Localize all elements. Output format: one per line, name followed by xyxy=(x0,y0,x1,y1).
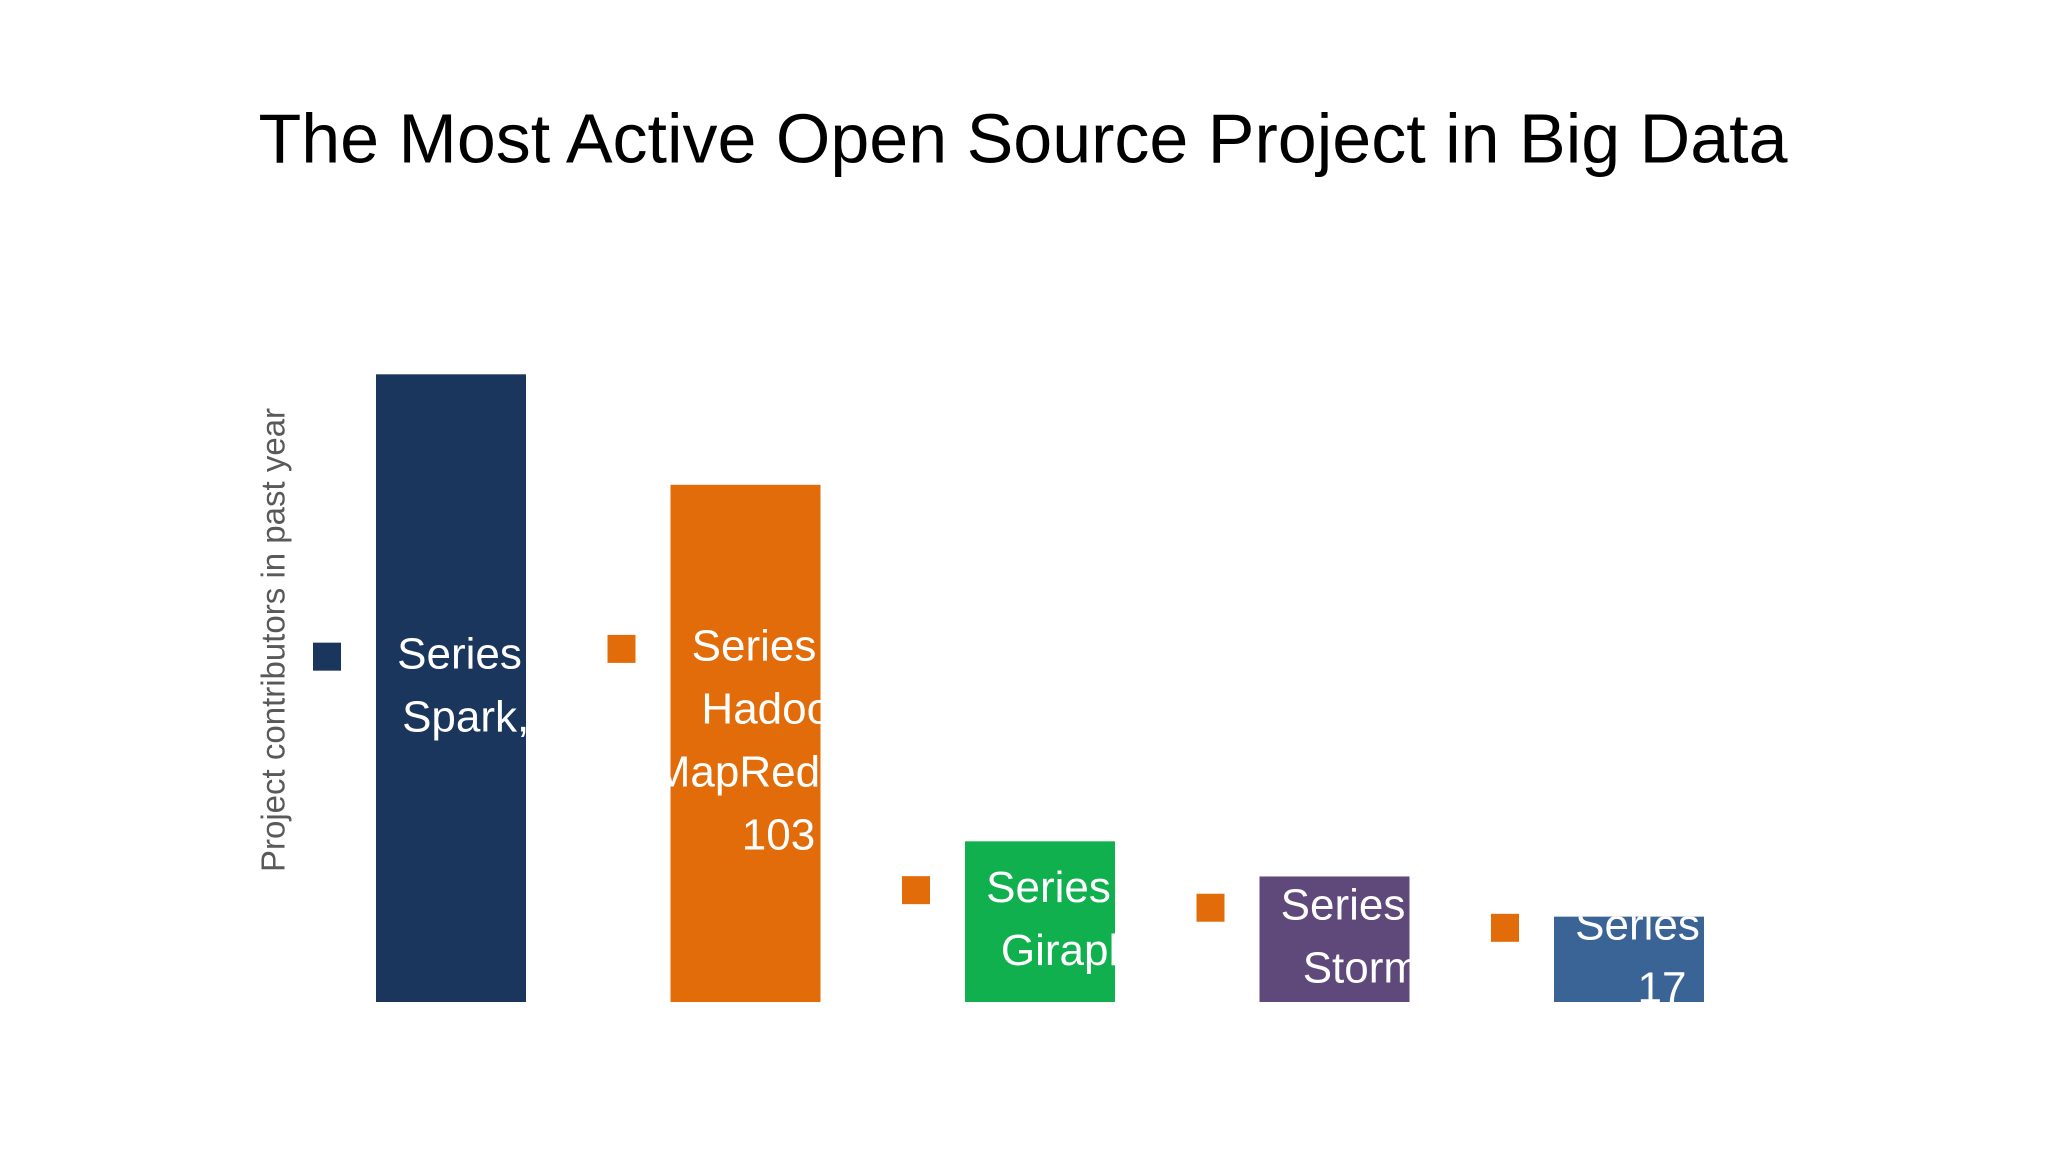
data-label-line: 17 xyxy=(1638,963,1687,1012)
data-label-line: Hadoop xyxy=(701,685,855,734)
data-label: Series 1, Storm, xyxy=(1281,880,1455,992)
legend-key xyxy=(1491,913,1519,942)
legend-key xyxy=(902,876,930,905)
bar xyxy=(1554,916,1704,1002)
data-label-line: Giraph, xyxy=(1001,926,1145,975)
data-label-line: MapReduce, xyxy=(654,748,903,797)
data-label: Series 1, Hadoop MapReduce, 103 xyxy=(654,622,903,860)
bar xyxy=(1259,876,1410,1002)
data-label: Series 1, Spark, 1 xyxy=(397,629,571,741)
data-label-line: Series 1, xyxy=(1575,900,1749,949)
bar xyxy=(376,374,526,1003)
data-label-line: Series 1, xyxy=(692,622,866,671)
legend-key xyxy=(313,642,341,671)
legend-key xyxy=(1196,893,1225,922)
data-label: Series 1, 17 xyxy=(1575,900,1749,1012)
data-label-line: 103 xyxy=(742,811,815,860)
legend-key xyxy=(607,634,636,663)
data-label-line: Storm, xyxy=(1303,943,1433,992)
y-axis-title: Project contributors in past year xyxy=(255,408,292,872)
data-label-line: Series 1, xyxy=(397,629,571,678)
chart-title: The Most Active Open Source Project in B… xyxy=(258,99,1787,177)
bar xyxy=(670,484,821,1002)
bar xyxy=(965,841,1115,1002)
data-label-line: Series 1, xyxy=(1281,880,1455,929)
data-label-line: Series 1, xyxy=(986,863,1160,912)
data-label: Series 1, Giraph, xyxy=(986,863,1160,975)
data-label-line: Spark, 1 xyxy=(402,692,566,741)
